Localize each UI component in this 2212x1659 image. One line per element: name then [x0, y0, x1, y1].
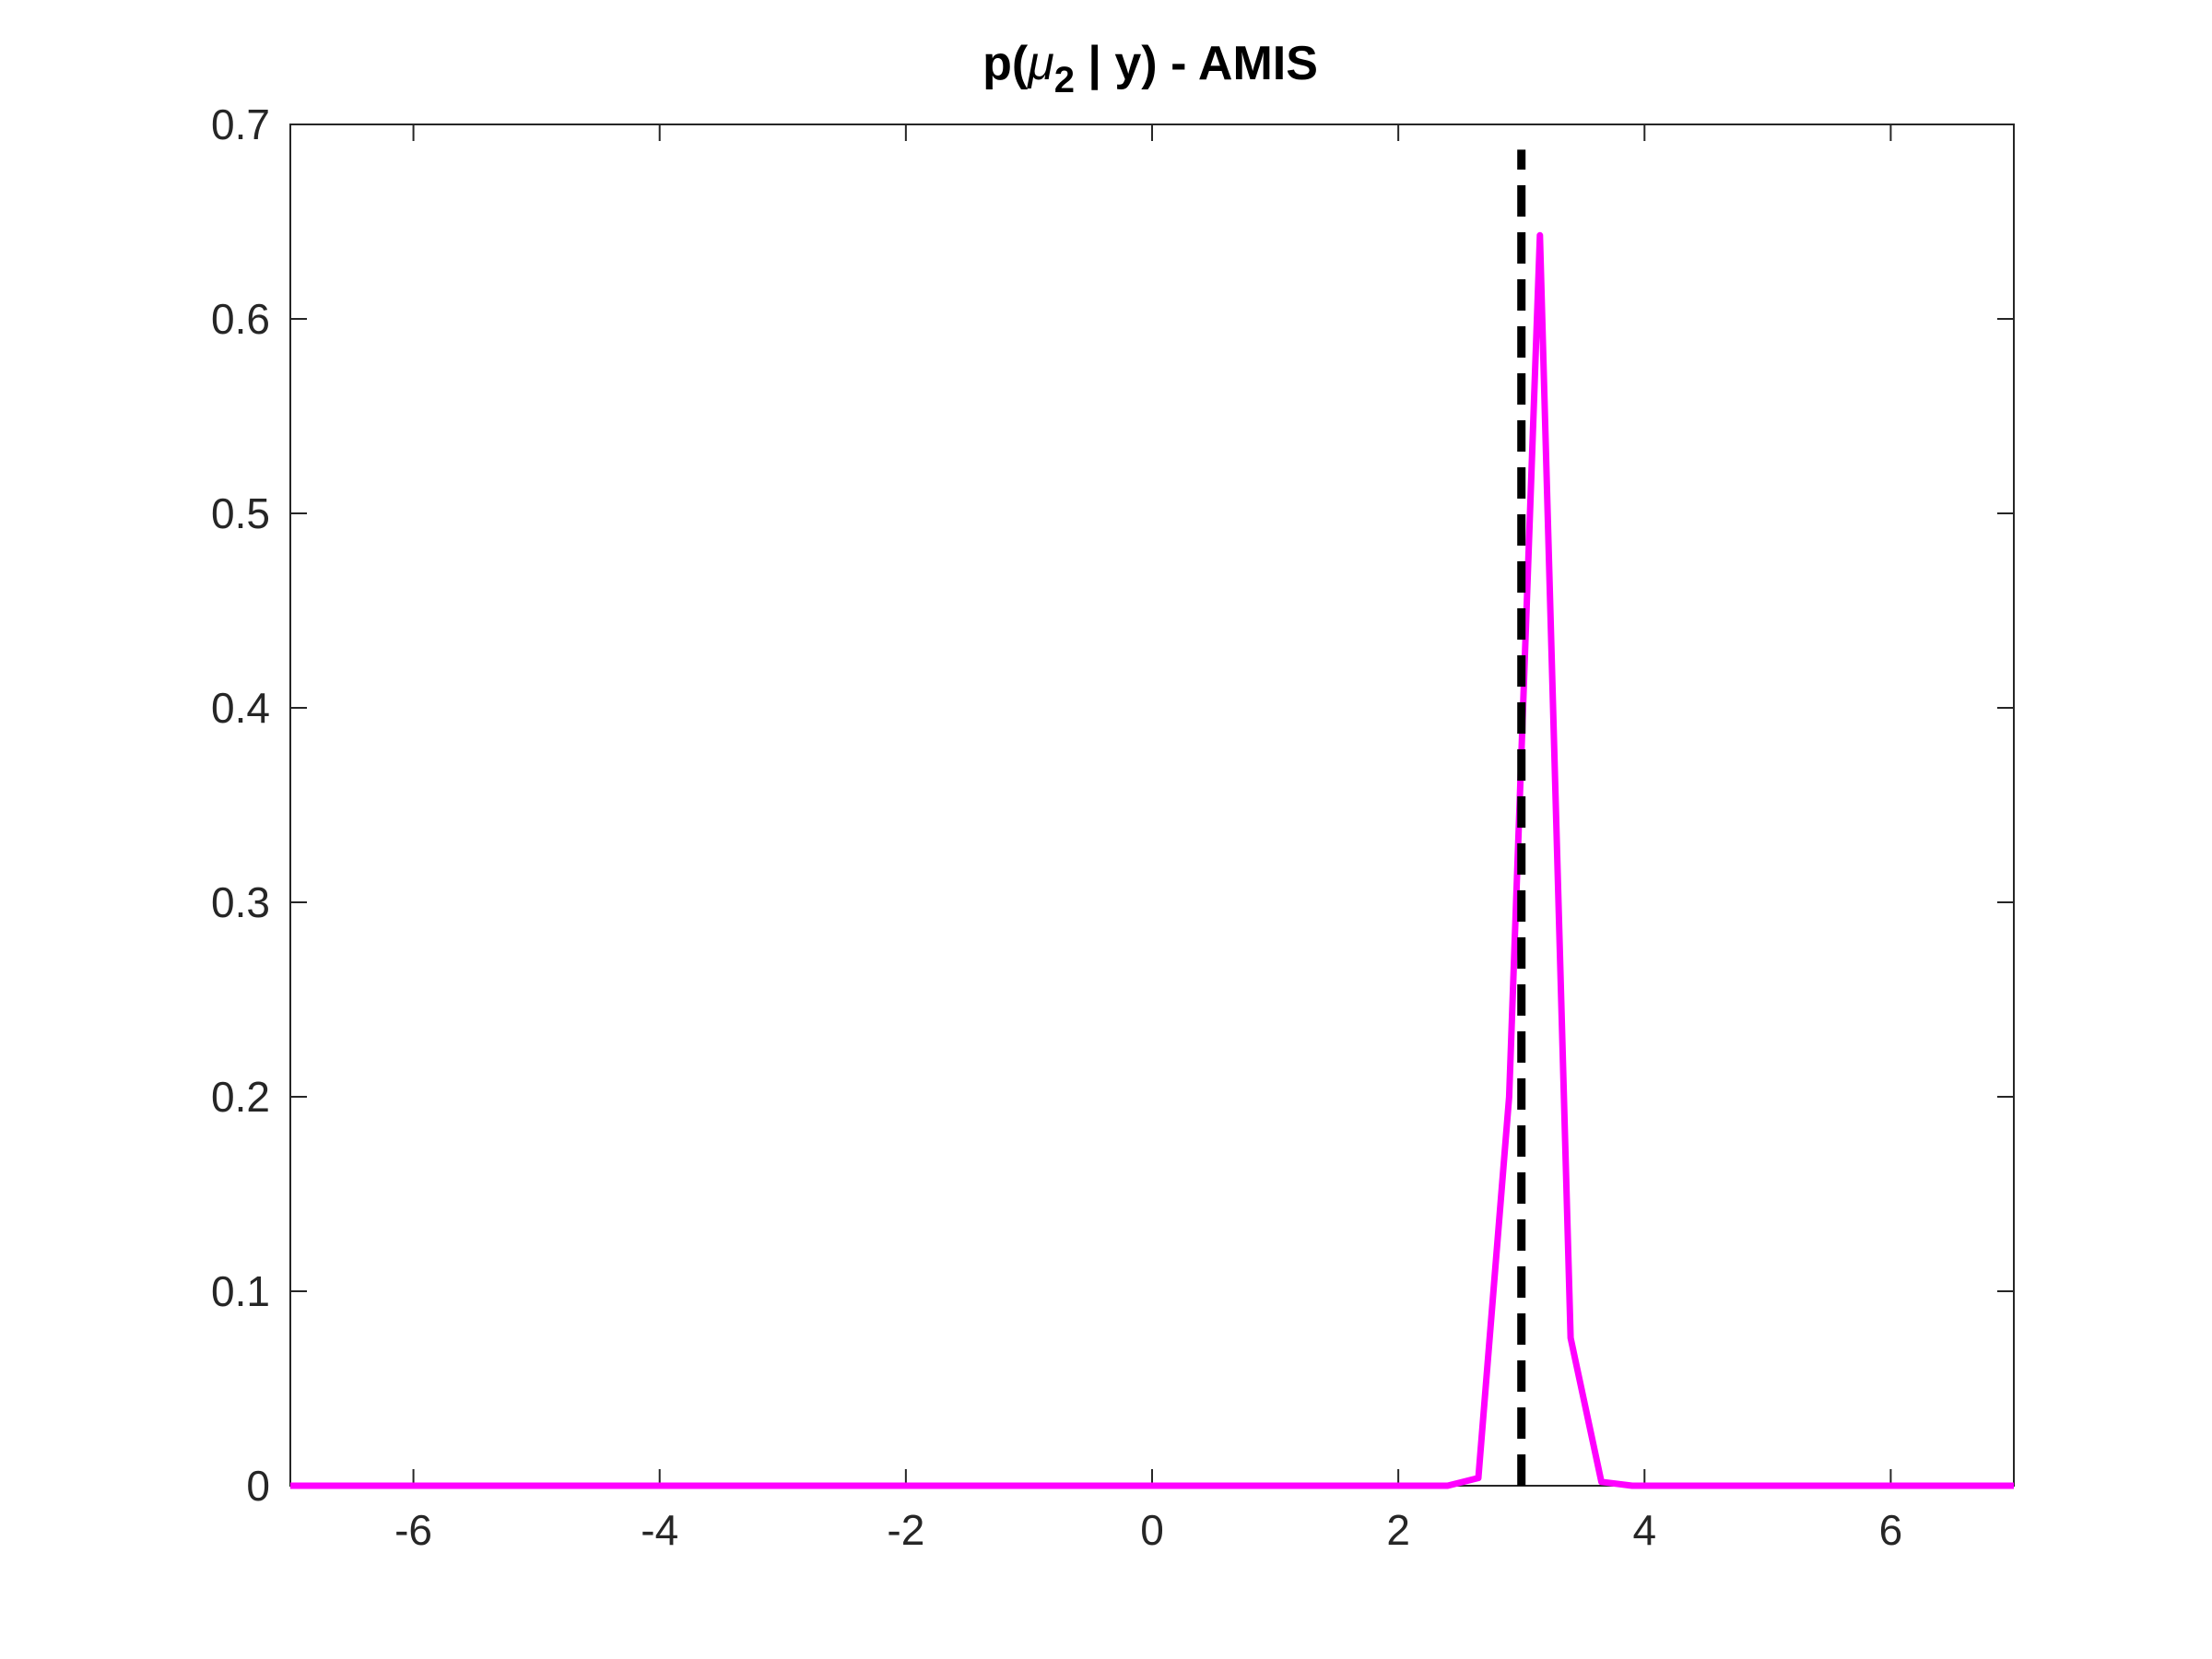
- chart-title-prefix: p(: [982, 37, 1029, 90]
- axes-box: [289, 124, 2015, 1487]
- chart-title-suffix: | y) - AMIS: [1075, 37, 1318, 90]
- x-tick-label: 0: [1140, 1506, 1164, 1554]
- x-tick-label: 4: [1632, 1506, 1656, 1554]
- x-tick-label: 2: [1386, 1506, 1410, 1554]
- series-line: [290, 231, 2014, 1489]
- chart-title: p(μ2 | y) - AMIS: [982, 37, 1318, 100]
- y-tick-label: 0.3: [211, 878, 270, 926]
- y-tick-label: 0.7: [211, 100, 270, 148]
- chart-title-subscript: 2: [1054, 60, 1075, 100]
- y-tick-label: 0.1: [211, 1267, 270, 1315]
- x-tick-label: -4: [641, 1506, 678, 1554]
- y-tick-label: 0.2: [211, 1073, 270, 1121]
- y-tick-label: 0.5: [211, 489, 270, 537]
- x-tick-label: -2: [887, 1506, 924, 1554]
- y-tick-label: 0: [246, 1462, 270, 1510]
- y-tick-label: 0.4: [211, 684, 270, 732]
- y-tick-label: 0.6: [211, 295, 270, 343]
- chart-title-symbol: μ: [1026, 37, 1054, 90]
- x-tick-label: 6: [1879, 1506, 1903, 1554]
- plot-area: -6 -4 -2 0 2 4 6 0 0.1 0.2 0.3 0.4 0.5 0.6 0.7: [211, 100, 2015, 1554]
- x-tick-label: -6: [394, 1506, 432, 1554]
